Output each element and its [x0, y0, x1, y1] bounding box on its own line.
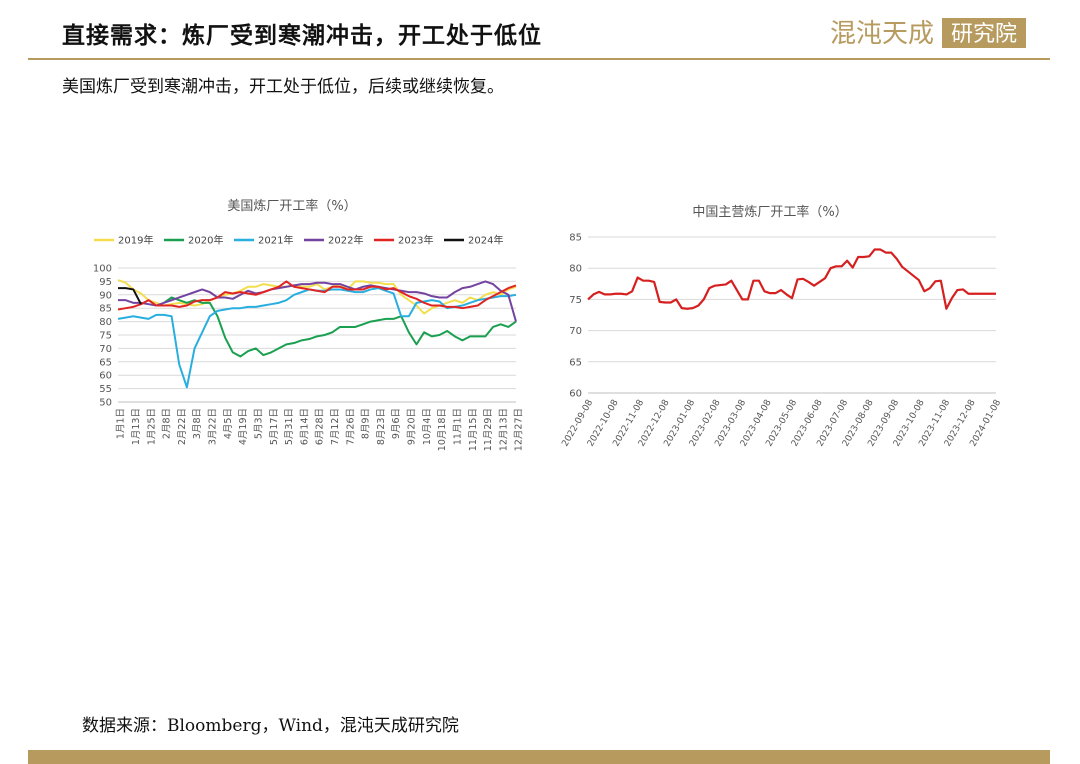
- logo-box: [942, 18, 1026, 48]
- series-line-4: [118, 280, 517, 322]
- x-tick-label: 2月8日: [162, 408, 173, 439]
- y-tick-label: 65: [99, 357, 112, 368]
- x-tick-label: 10月4日: [422, 408, 433, 445]
- chart-title: 美国炼厂开工率（%）: [227, 198, 356, 214]
- x-tick-label: 1月13日: [131, 408, 142, 445]
- chart-title: 中国主营炼厂开工率（%）: [692, 204, 847, 220]
- y-tick-label: 100: [93, 264, 112, 275]
- us-refinery-utilization-chart: 美国炼厂开工率（%） 100 95 90 85 80 75 70 65 60 55 50 1月1日 1月1…: [93, 198, 524, 451]
- y-tick-label: 60: [569, 389, 582, 400]
- x-tick-label: 3月8日: [192, 408, 203, 439]
- y-tick-label: 55: [99, 384, 112, 395]
- x-tick-label: 3月22日: [208, 408, 219, 445]
- legend-label: 2022年: [328, 234, 363, 247]
- legend-label: 2023年: [398, 234, 433, 247]
- y-tick-label: 65: [569, 357, 582, 368]
- legend-label: 2019年: [118, 234, 153, 247]
- legend-label: 2021年: [258, 234, 293, 247]
- x-tick-label: 8月9日: [361, 408, 372, 439]
- y-tick-label: 50: [99, 398, 112, 409]
- x-tick-label: 4月19日: [238, 408, 249, 445]
- y-tick-label: 85: [569, 233, 582, 244]
- x-tick-label: 1月1日: [116, 408, 127, 439]
- x-tick-label: 7月12日: [330, 408, 341, 445]
- y-tick-label: 70: [99, 344, 112, 355]
- y-tick-label: 75: [569, 295, 582, 306]
- page-title: 直接需求：炼厂受到寒潮冲击，开工处于低位: [62, 22, 542, 49]
- title-divider: [28, 58, 1050, 60]
- x-tick-label: 12月27日: [514, 408, 524, 451]
- legend-label: 2020年: [188, 234, 223, 247]
- series-line-2: [163, 296, 517, 358]
- x-tick-label: 11月15日: [468, 408, 479, 451]
- x-tick-label: 7月26日: [345, 408, 356, 445]
- x-tick-label: 5月17日: [269, 408, 280, 445]
- series-line-1: [587, 248, 996, 310]
- x-tick-label: 4月5日: [223, 408, 234, 439]
- x-tick-label: 5月31日: [284, 408, 295, 445]
- china-refinery-utilization-chart: 中国主营炼厂开工率（%）8580757065602022-09-082022-1…: [560, 204, 1003, 449]
- logo-box-text: 研究院: [951, 22, 1017, 47]
- y-tick-label: 80: [99, 317, 112, 328]
- x-tick-label: 8月23日: [376, 408, 387, 445]
- x-tick-label: 5月3日: [253, 408, 264, 439]
- series-line-6: [118, 287, 142, 305]
- series-line-5: [117, 280, 517, 311]
- x-tick-label: 6月28日: [315, 408, 326, 445]
- series-line-1: [117, 279, 517, 315]
- x-tick-label: 9月6日: [391, 408, 402, 439]
- summary-text: 美国炼厂受到寒潮冲击，开工处于低位，后续或继续恢复。: [62, 77, 504, 97]
- y-tick-label: 80: [569, 264, 582, 275]
- x-tick-label: 2月22日: [177, 408, 188, 445]
- research-institute-logo: 混沌天成 研究院: [830, 18, 1026, 49]
- x-tick-label: 11月29日: [483, 408, 494, 451]
- x-tick-label: 12月13日: [498, 408, 509, 451]
- x-tick-label: 9月20日: [407, 408, 418, 445]
- x-tick-label: 1月25日: [146, 408, 157, 445]
- y-tick-label: 75: [99, 331, 112, 342]
- y-tick-label: 70: [569, 326, 582, 337]
- y-tick-label: 60: [99, 371, 112, 382]
- y-tick-label: 90: [99, 290, 112, 301]
- x-tick-label: 6月14日: [299, 408, 310, 445]
- y-tick-label: 95: [99, 277, 112, 288]
- footer-bar: [28, 750, 1050, 764]
- x-tick-label: 10月18日: [437, 408, 448, 451]
- data-source: 数据来源：Bloomberg，Wind，混沌天成研究院: [82, 716, 459, 736]
- legend-label: 2024年: [468, 234, 503, 247]
- y-tick-label: 85: [99, 304, 112, 315]
- x-tick-label: 11月1日: [452, 408, 463, 445]
- logo-text: 混沌天成: [830, 19, 934, 49]
